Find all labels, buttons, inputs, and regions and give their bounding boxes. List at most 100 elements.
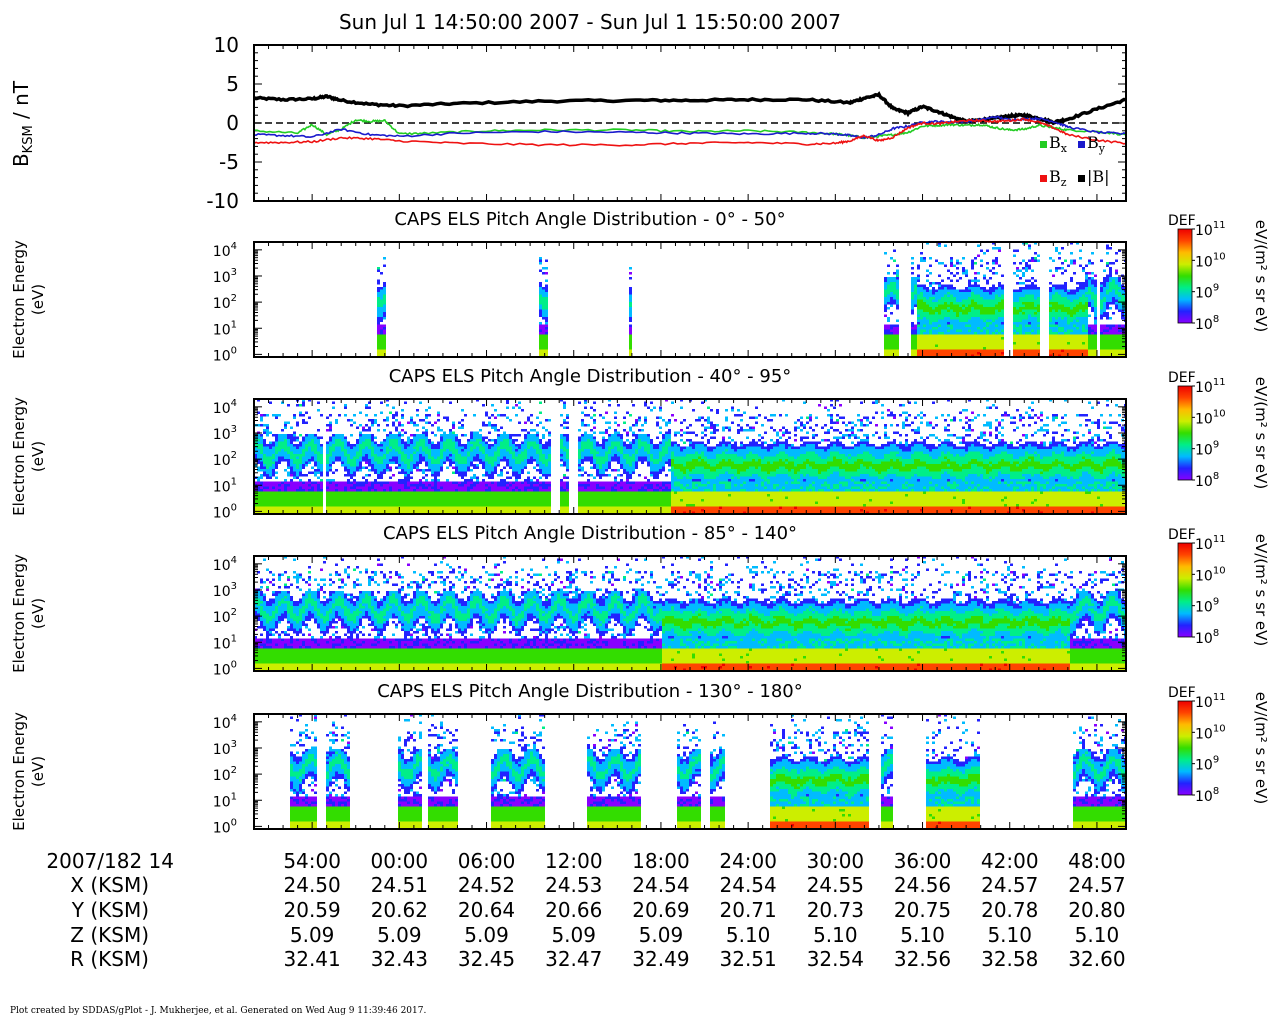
- spectrogram-cell: [377, 287, 380, 290]
- spectrogram-cell: [1022, 305, 1025, 308]
- spectrogram-cell: [935, 337, 938, 340]
- spectrogram-cell: [272, 469, 275, 472]
- spectrogram-cell: [362, 477, 365, 480]
- spectrogram-cell: [1025, 307, 1028, 310]
- spectrogram-cell: [1103, 290, 1106, 293]
- legend-label: By: [1087, 133, 1106, 155]
- spectrogram-cell: [1052, 342, 1055, 345]
- spectrogram-cell: [965, 315, 968, 318]
- spectrogram-cell: [302, 492, 305, 495]
- spectrogram-cell: [314, 497, 317, 500]
- spectrogram-cell: [329, 479, 332, 482]
- spectrogram-cell: [1079, 350, 1082, 353]
- spectrogram-cell: [1034, 342, 1037, 345]
- spectrogram-cell: [962, 327, 965, 330]
- spectrogram-cell: [287, 504, 290, 507]
- spectrogram-cell: [344, 487, 347, 490]
- spectrogram-cell: [1031, 352, 1034, 355]
- spectrogram-cell: [416, 437, 419, 440]
- spectrogram-cell: [455, 484, 458, 487]
- spectrogram-cell: [371, 509, 374, 512]
- spectrogram-cell: [1055, 342, 1058, 345]
- spectrogram-cell: [467, 457, 470, 460]
- spectrogram-cell: [383, 502, 386, 505]
- spectrogram-cell: [1052, 330, 1055, 333]
- spectrogram-cell: [419, 419, 422, 422]
- spectrogram-cell: [887, 347, 890, 350]
- spectrogram-cell: [950, 340, 953, 343]
- spectrogram-cell: [458, 457, 461, 460]
- spectrogram-cell: [989, 335, 992, 338]
- spectrogram-cell: [887, 342, 890, 345]
- spectrogram-cell: [389, 477, 392, 480]
- spectrogram-cell: [629, 347, 632, 350]
- spectrogram-cell: [629, 307, 632, 310]
- spectrogram-cell: [374, 499, 377, 502]
- spectrogram-cell: [401, 504, 404, 507]
- spectrogram-cell: [1061, 315, 1064, 318]
- spectrogram-cell: [383, 347, 386, 350]
- spectrogram-cell: [1094, 295, 1097, 298]
- spectrogram-cell: [1049, 297, 1052, 300]
- spectrogram-cell: [1100, 332, 1103, 335]
- spectrogram-cell: [989, 327, 992, 330]
- spectrogram-cell: [911, 345, 914, 348]
- spectrogram-cell: [980, 312, 983, 315]
- spectrogram-cell: [299, 502, 302, 505]
- spectrogram-cell: [950, 350, 953, 353]
- spectrogram-cell: [1115, 352, 1118, 355]
- spectrogram-cell: [920, 287, 923, 290]
- spectrogram-cell: [1112, 337, 1115, 340]
- spectrogram-cell: [1031, 322, 1034, 325]
- spectrogram-cell: [1073, 335, 1076, 338]
- spectrogram-cell: [1106, 327, 1109, 330]
- spectrogram-cell: [398, 437, 401, 440]
- spectrogram-cell: [353, 459, 356, 462]
- spectrogram-cell: [629, 267, 632, 270]
- spectrogram-cell: [398, 424, 401, 427]
- spectrogram-cell: [407, 487, 410, 490]
- spectrogram-cell: [896, 305, 899, 308]
- spectrogram-cell: [986, 310, 989, 313]
- spectrogram-cell: [545, 310, 548, 313]
- spectrogram-cell: [380, 325, 383, 328]
- spectrogram-cell: [932, 290, 935, 293]
- spectrogram-cell: [959, 262, 962, 265]
- spectrogram-cell: [302, 449, 305, 452]
- spectrogram-cell: [1118, 335, 1121, 338]
- spectrogram-cell: [962, 295, 965, 298]
- spectrogram-cell: [377, 340, 380, 343]
- spectrogram-cell: [1115, 280, 1118, 283]
- spectrogram-cell: [1079, 287, 1082, 290]
- spectrogram-cell: [449, 484, 452, 487]
- spectrogram-cell: [935, 342, 938, 345]
- spectrogram-cell: [410, 497, 413, 500]
- spectrogram-cell: [320, 492, 323, 495]
- spectrogram-cell: [1001, 292, 1004, 295]
- spectrogram-cell: [380, 315, 383, 318]
- spectrogram-cell: [1100, 302, 1103, 305]
- spectrogram-cell: [401, 494, 404, 497]
- spectrogram-cell: [329, 509, 332, 512]
- spectrogram-cell: [896, 285, 899, 288]
- spectrogram-cell: [545, 335, 548, 338]
- spectrogram-cell: [1034, 320, 1037, 323]
- spectrogram-cell: [1037, 317, 1040, 320]
- spectrogram-cell: [302, 482, 305, 485]
- spectrogram-cell: [410, 499, 413, 502]
- spectrogram-cell: [359, 502, 362, 505]
- spectrogram-cell: [968, 335, 971, 338]
- spectrogram-cell: [947, 292, 950, 295]
- spectrogram-cell: [458, 484, 461, 487]
- spectrogram-cell: [1055, 305, 1058, 308]
- spectrogram-cell: [410, 419, 413, 422]
- spectrogram-cell: [983, 305, 986, 308]
- spectrogram-cell: [1103, 335, 1106, 338]
- spectrogram-cell: [542, 295, 545, 298]
- spectrogram-cell: [332, 447, 335, 450]
- spectrogram-cell: [281, 454, 284, 457]
- spectrogram-cell: [419, 434, 422, 437]
- spectrogram-cell: [1079, 282, 1082, 285]
- spectrogram-cell: [539, 342, 542, 345]
- spectrogram-cell: [998, 352, 1001, 355]
